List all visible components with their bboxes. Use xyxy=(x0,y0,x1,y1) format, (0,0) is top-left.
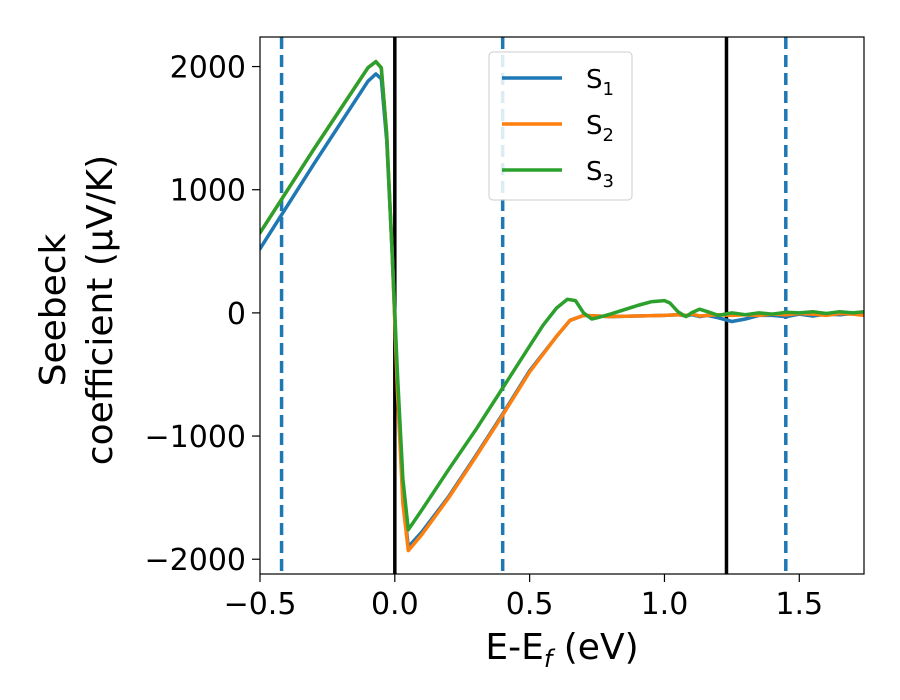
x-axis-ticks: −0.5 0.0 0.5 1.0 1.5 xyxy=(224,574,823,622)
x-tick-label: 0.5 xyxy=(506,587,554,622)
x-tick-label: 1.0 xyxy=(641,587,689,622)
x-tick-label: 0.0 xyxy=(371,587,419,622)
y-axis-ticks: 2000 1000 0 −1000 −2000 xyxy=(145,51,260,578)
legend: S1 S2 S3 xyxy=(488,51,633,201)
y-tick-label: 0 xyxy=(227,297,246,332)
x-tick-label: 1.5 xyxy=(775,587,823,622)
y-tick-label: −2000 xyxy=(145,543,246,578)
y-axis-title: Seebeck coefficient (μV/K) xyxy=(33,155,121,465)
y-tick-label: 1000 xyxy=(170,174,246,209)
legend-box xyxy=(488,51,633,201)
x-axis-title: E-Ef (eV) xyxy=(485,627,638,673)
x-axis-title-main: E-E xyxy=(485,627,543,668)
x-axis-title-unit: (eV) xyxy=(552,627,638,668)
legend-label-s2: S2 xyxy=(586,111,614,146)
x-tick-label: −0.5 xyxy=(224,587,297,622)
y-axis-title-line2: coefficient (μV/K) xyxy=(80,155,121,465)
legend-label-s1: S1 xyxy=(586,65,614,100)
y-axis-title-line1: Seebeck xyxy=(33,233,74,386)
series-line-s3 xyxy=(260,59,864,532)
legend-label-s3: S3 xyxy=(586,157,614,192)
series-lines xyxy=(260,59,864,553)
y-tick-label: −1000 xyxy=(145,420,246,455)
plot-frame xyxy=(259,36,865,575)
y-tick-label: 2000 xyxy=(170,51,246,86)
